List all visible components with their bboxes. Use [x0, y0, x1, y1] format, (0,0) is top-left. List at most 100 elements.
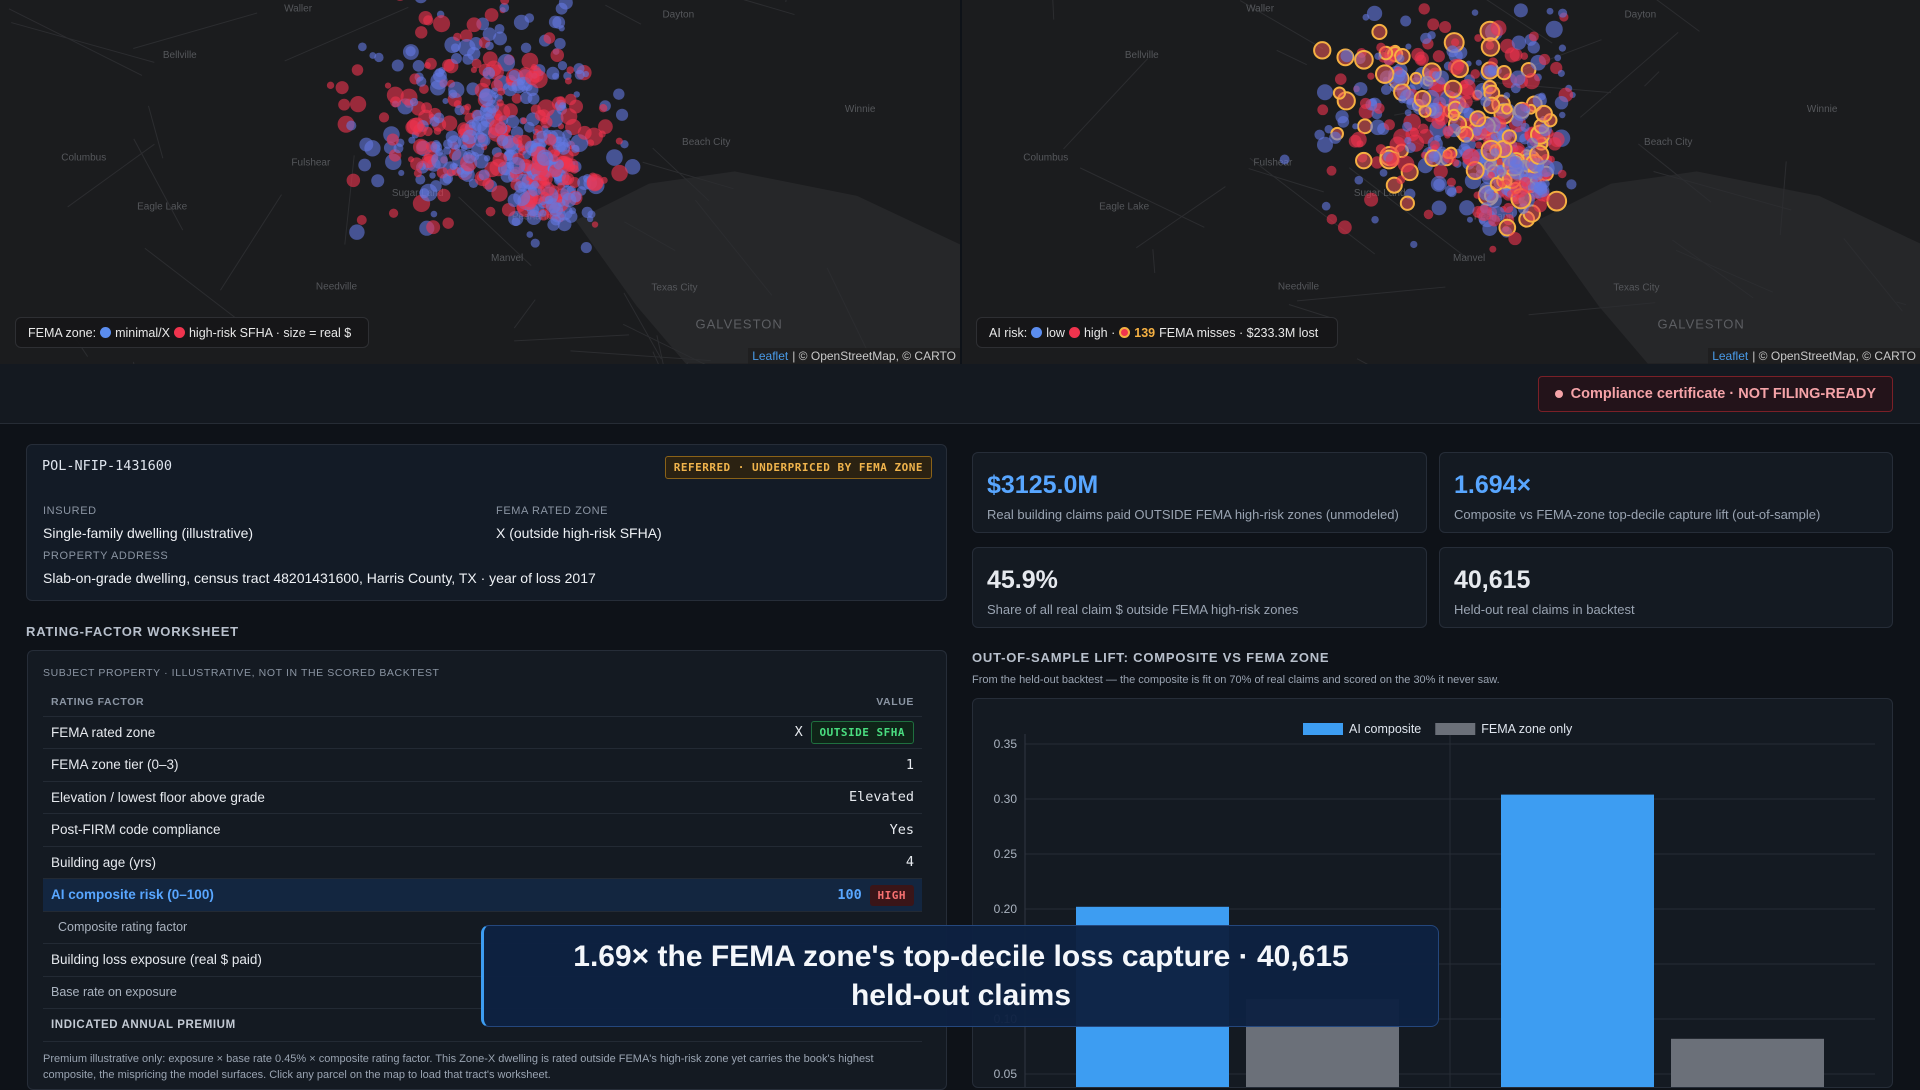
map-dot[interactable] — [531, 63, 538, 70]
map-dot[interactable] — [1326, 165, 1337, 176]
map-dot[interactable] — [349, 224, 365, 240]
map-dot[interactable] — [566, 66, 575, 74]
map-dot[interactable] — [447, 135, 462, 150]
map-dot[interactable] — [393, 143, 404, 154]
map-dot[interactable] — [441, 115, 458, 131]
map-dot[interactable] — [1459, 200, 1475, 216]
map-dot[interactable] — [1566, 179, 1577, 190]
map-dot[interactable] — [548, 202, 564, 217]
map-dot[interactable] — [419, 188, 430, 199]
map-dot[interactable] — [1484, 64, 1497, 77]
map-dot[interactable] — [433, 112, 445, 124]
map-dot[interactable] — [369, 52, 377, 59]
map-dot[interactable] — [450, 53, 462, 64]
map-dot[interactable] — [1380, 84, 1392, 95]
miss-dot[interactable] — [1496, 64, 1512, 81]
map-dot[interactable] — [359, 137, 374, 152]
map-dot[interactable] — [1406, 98, 1413, 106]
map-dot[interactable] — [429, 172, 436, 179]
miss-dot[interactable] — [1357, 118, 1373, 135]
map-dot[interactable] — [1451, 38, 1460, 47]
map-dot[interactable] — [606, 149, 623, 166]
map-dot[interactable] — [1554, 54, 1562, 62]
map-dot[interactable] — [390, 96, 402, 108]
map-dot[interactable] — [1334, 73, 1347, 86]
map-dot[interactable] — [462, 150, 477, 164]
map-dot[interactable] — [471, 58, 482, 69]
map-dot[interactable] — [1420, 32, 1432, 45]
map-dot[interactable] — [351, 64, 364, 76]
map-dot[interactable] — [485, 41, 494, 51]
map-dot[interactable] — [1400, 15, 1412, 27]
map-dot[interactable] — [326, 81, 335, 90]
map-dot[interactable] — [464, 103, 472, 111]
map-dot[interactable] — [482, 178, 494, 190]
map-dot[interactable] — [442, 59, 455, 72]
map-dot[interactable] — [449, 163, 457, 171]
map-dot[interactable] — [1496, 166, 1507, 177]
map-dot[interactable] — [478, 169, 490, 181]
map-dot[interactable] — [415, 26, 428, 39]
map-dot[interactable] — [1442, 125, 1454, 137]
map-dot[interactable] — [587, 139, 595, 147]
map-dot[interactable] — [484, 8, 499, 22]
miss-dot[interactable] — [1480, 37, 1501, 57]
map-dot[interactable] — [547, 218, 560, 231]
map-dot[interactable] — [1379, 169, 1388, 177]
map-dot[interactable] — [526, 231, 534, 238]
miss-dot[interactable] — [1409, 71, 1423, 85]
map-dot[interactable] — [1337, 220, 1352, 235]
map-dot[interactable] — [524, 140, 537, 153]
map-dot[interactable] — [1439, 20, 1452, 34]
map-dot[interactable] — [485, 206, 496, 217]
map-dot[interactable] — [424, 62, 431, 69]
map-dot[interactable] — [544, 195, 554, 204]
map-dot[interactable] — [1446, 177, 1456, 187]
map-dot[interactable] — [371, 174, 385, 188]
map-dot[interactable] — [384, 82, 392, 89]
map-dot[interactable] — [1404, 109, 1412, 117]
map-dot[interactable] — [454, 105, 465, 116]
map-dot[interactable] — [460, 29, 473, 42]
map-dot[interactable] — [615, 137, 623, 145]
map-dot[interactable] — [525, 70, 540, 86]
map-dot[interactable] — [1557, 69, 1565, 77]
map-dot[interactable] — [346, 173, 361, 188]
map-dot[interactable] — [460, 144, 468, 151]
map-dot[interactable] — [565, 93, 577, 106]
map-dot[interactable] — [1510, 70, 1526, 86]
map-dot[interactable] — [1537, 159, 1555, 178]
miss-dot[interactable] — [1546, 190, 1568, 212]
map-dot[interactable] — [1356, 140, 1364, 148]
map-dot[interactable] — [437, 188, 451, 202]
map-dot[interactable] — [412, 59, 425, 72]
map-dot[interactable] — [1549, 131, 1565, 148]
map-dot[interactable] — [550, 48, 565, 62]
map-dot[interactable] — [1411, 47, 1425, 62]
map-dot[interactable] — [1509, 155, 1522, 168]
map-dot[interactable] — [1340, 49, 1354, 63]
map-dot[interactable] — [456, 167, 465, 175]
map-dot[interactable] — [1432, 50, 1445, 63]
map-dot[interactable] — [418, 11, 433, 25]
map-dot[interactable] — [1519, 159, 1531, 171]
map-dot[interactable] — [1454, 185, 1463, 194]
map-dot[interactable] — [1376, 42, 1386, 53]
map-dot[interactable] — [393, 0, 407, 1]
map-dot[interactable] — [1354, 175, 1364, 185]
map-dot[interactable] — [1431, 115, 1446, 129]
map-dot[interactable] — [1279, 154, 1290, 165]
map-dot[interactable] — [1428, 151, 1440, 162]
map-dot[interactable] — [1352, 123, 1359, 130]
map-dot[interactable] — [496, 134, 509, 147]
map-dot[interactable] — [412, 138, 429, 155]
map-dot[interactable] — [1374, 52, 1382, 60]
map-dot[interactable] — [559, 102, 566, 109]
miss-dot[interactable] — [1332, 86, 1347, 100]
map-canvas[interactable]: Waller Dayton Bellville Winnie Columbus Fulsh… — [0, 0, 960, 364]
map-dot[interactable] — [1329, 131, 1342, 144]
miss-dot[interactable] — [1501, 103, 1513, 115]
map-dot[interactable] — [1434, 134, 1442, 142]
map-dot[interactable] — [520, 42, 532, 54]
map-dot[interactable] — [1500, 38, 1515, 54]
